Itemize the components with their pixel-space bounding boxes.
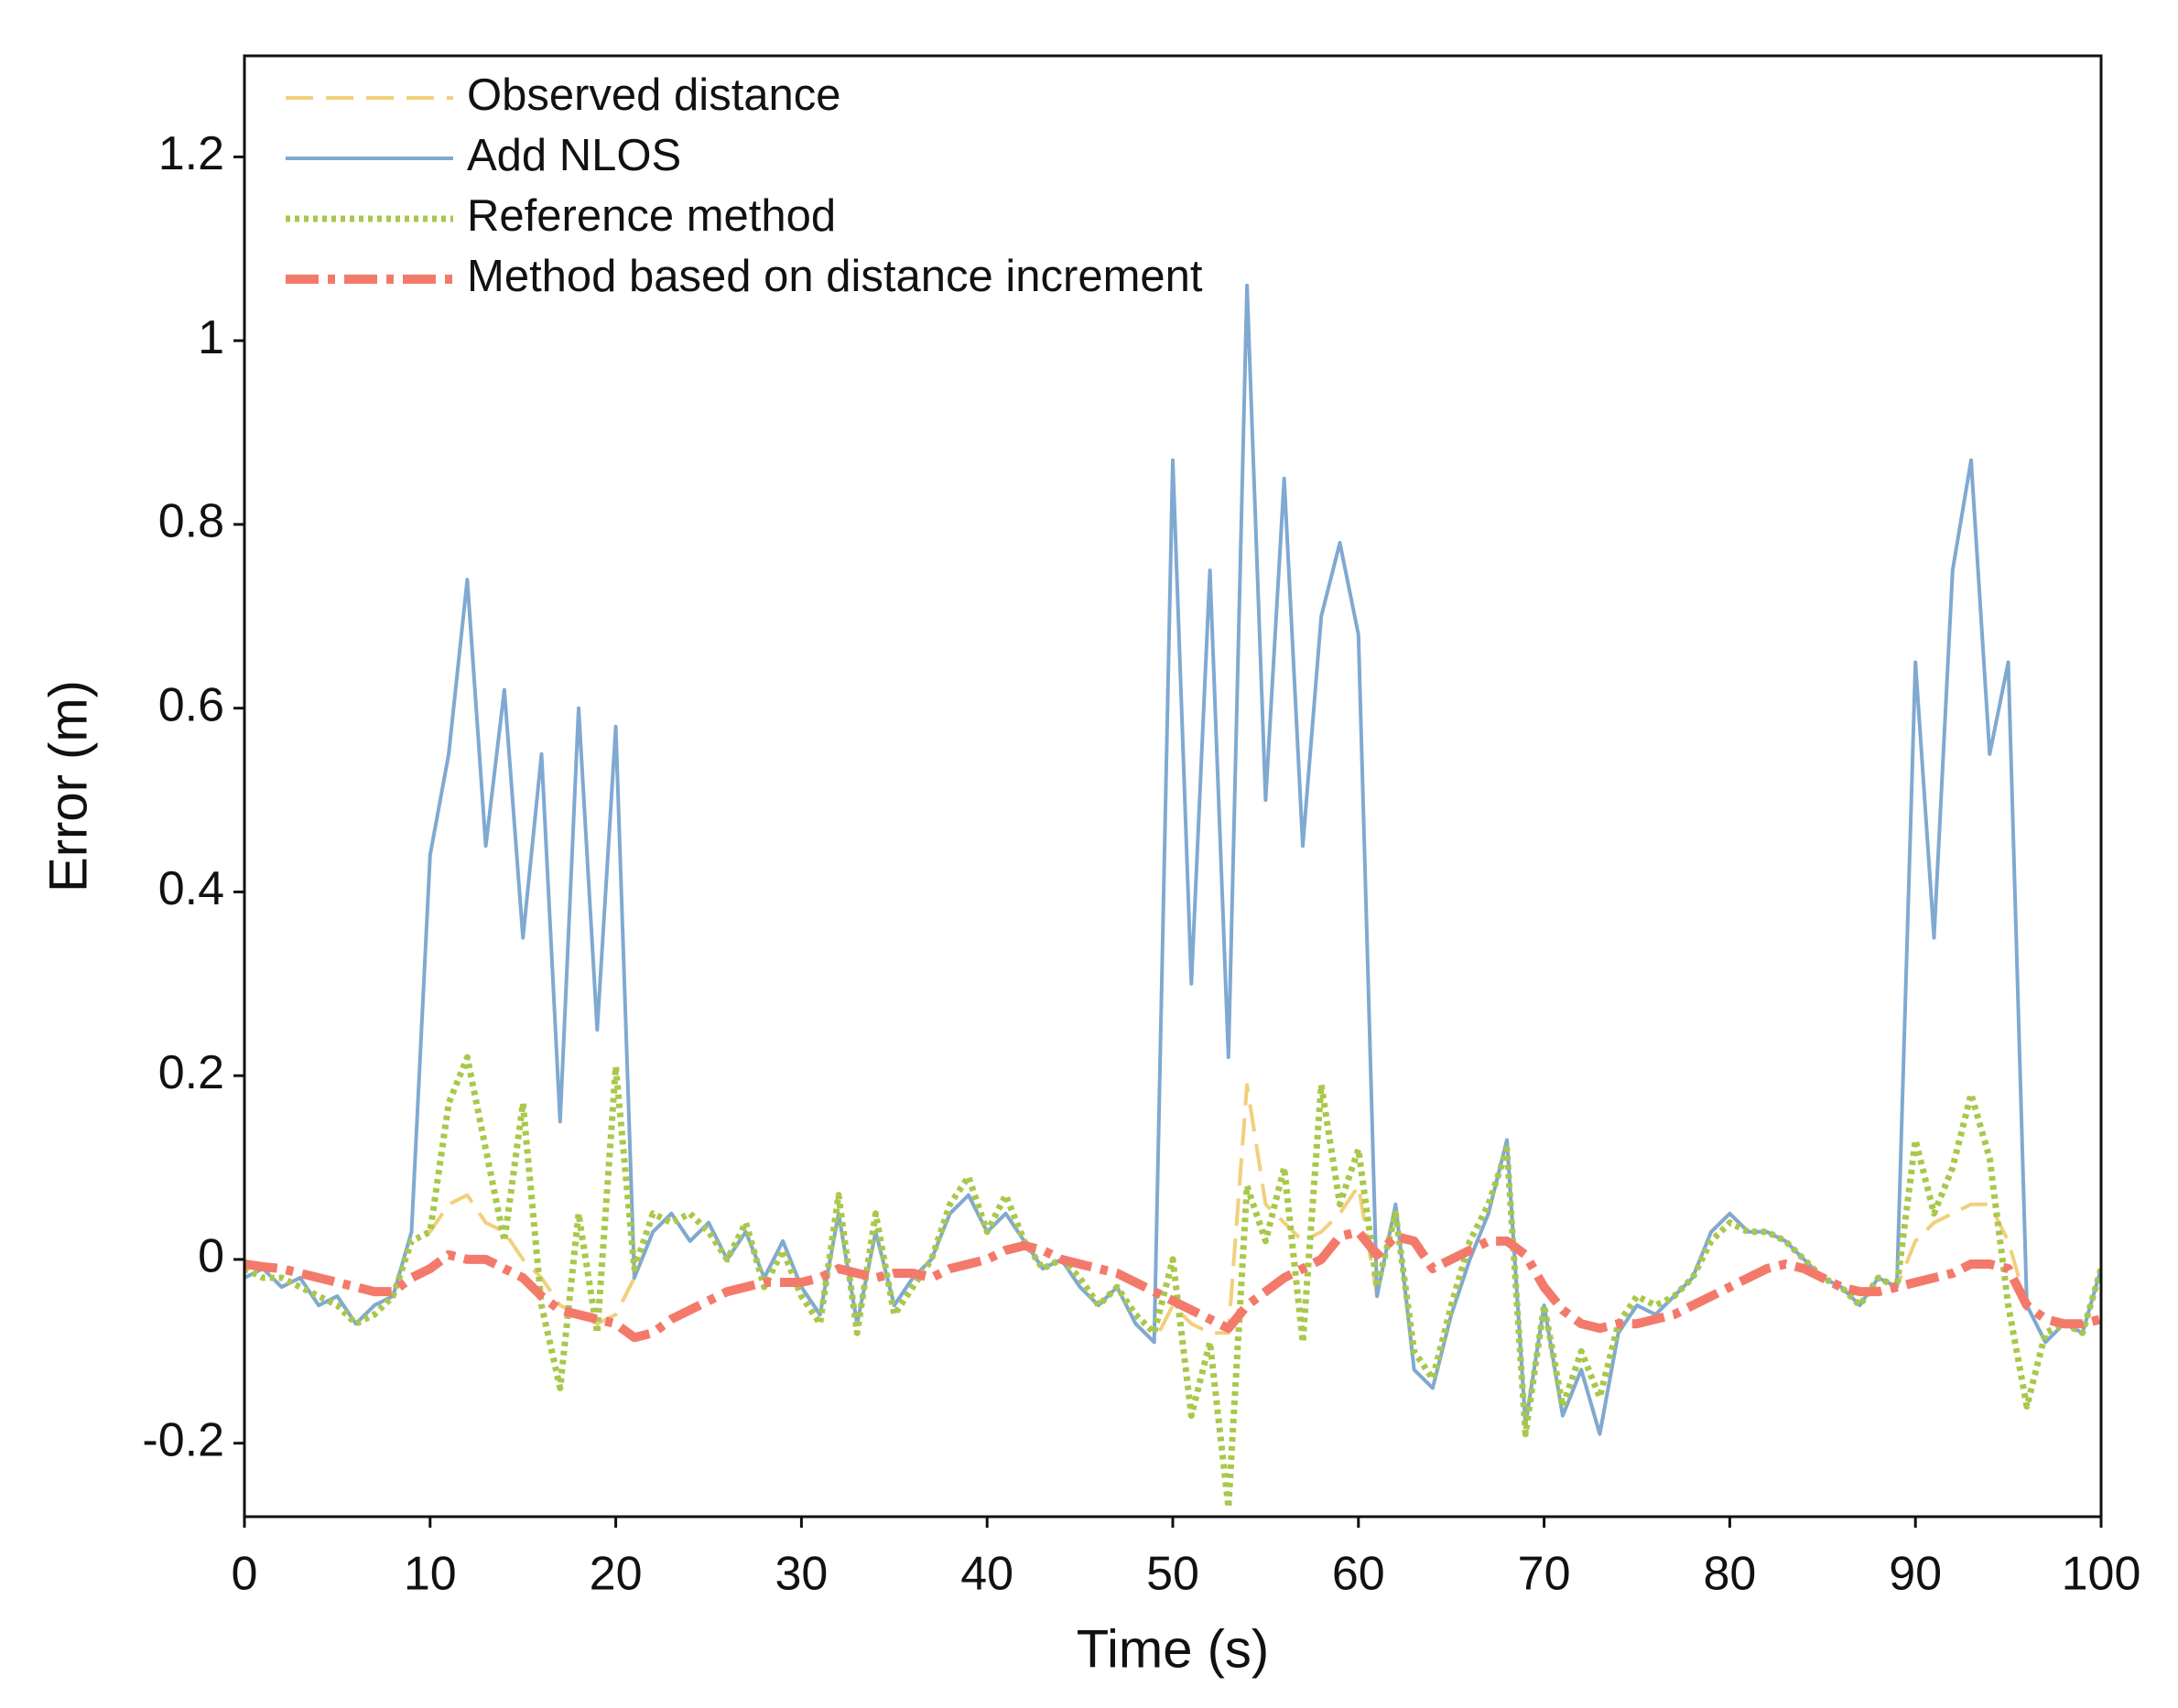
x-tick-label: 50 [1146,1548,1199,1601]
x-tick-label: 80 [1703,1548,1756,1601]
x-tick-label: 30 [775,1548,828,1601]
x-tick-label: 70 [1518,1548,1571,1601]
series-line [244,283,2101,1436]
series-line [244,1054,2101,1511]
legend-label: Observed distance [467,70,841,120]
x-tick-label: 90 [1889,1548,1942,1601]
x-axis-label: Time (s) [1077,1619,1269,1679]
x-tick-label: 20 [590,1548,643,1601]
x-tick-label: 60 [1332,1548,1385,1601]
legend-label: Method based on distance increment [467,252,1203,301]
y-tick-label: 1 [198,311,224,364]
y-tick-label: 0.2 [158,1046,224,1099]
legend-label: Reference method [467,191,836,241]
y-tick-label: 0.6 [158,678,224,731]
series-line [244,1227,2101,1343]
x-tick-label: 0 [232,1548,258,1601]
y-tick-label: 0 [198,1230,224,1283]
y-tick-label: 0.4 [158,862,224,915]
y-axis-label: Error (m) [38,680,98,892]
x-tick-label: 10 [404,1548,457,1601]
y-tick-label: 0.8 [158,495,224,548]
y-tick-label: -0.2 [142,1413,224,1466]
x-tick-label: 100 [2062,1548,2141,1601]
plot-frame [243,54,2103,1519]
x-tick-label: 40 [960,1548,1013,1601]
legend-label: Add NLOS [467,131,681,180]
y-tick-label: 1.2 [158,127,224,180]
